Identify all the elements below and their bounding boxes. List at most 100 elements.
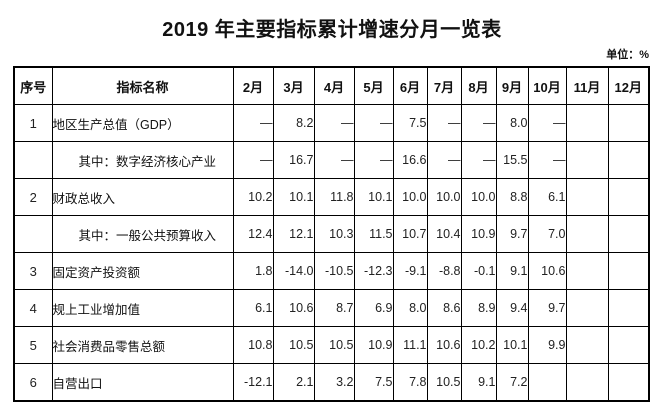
- value-cell: 8.8: [495, 178, 529, 216]
- header-cell-month: 3月: [272, 66, 315, 105]
- value-cell: [607, 289, 650, 327]
- table-row: 5 社会消费品零售总额 10.8 10.5 10.5 10.9 11.1 10.…: [13, 326, 650, 364]
- value-cell: 12.4: [232, 215, 274, 253]
- value-cell: 10.9: [460, 215, 497, 253]
- value-cell: [565, 326, 609, 364]
- value-cell: 7.8: [392, 363, 428, 402]
- value-cell: 10.1: [353, 178, 394, 216]
- value-cell: 3.2: [313, 363, 355, 402]
- indicator-name-cell: 地区生产总值（GDP）: [51, 104, 234, 142]
- value-cell: [607, 363, 650, 402]
- value-cell: 9.7: [495, 215, 529, 253]
- value-cell: -14.0: [272, 252, 315, 290]
- value-cell: 8.2: [272, 104, 315, 142]
- value-cell: —: [460, 141, 497, 179]
- row-number-cell: 2: [13, 178, 53, 216]
- table-row: 1 地区生产总值（GDP） — 8.2 — — 7.5 — — 8.0 —: [13, 104, 650, 142]
- value-cell: -10.5: [313, 252, 355, 290]
- value-cell: 10.6: [426, 326, 462, 364]
- value-cell: 10.0: [426, 178, 462, 216]
- indicator-name-cell: 社会消费品零售总额: [51, 326, 234, 364]
- header-cell-month: 9月: [495, 66, 529, 105]
- value-cell: 8.6: [426, 289, 462, 327]
- value-cell: 8.0: [495, 104, 529, 142]
- value-cell: 10.3: [313, 215, 355, 253]
- value-cell: 16.6: [392, 141, 428, 179]
- value-cell: 6.9: [353, 289, 394, 327]
- value-cell: 10.8: [232, 326, 274, 364]
- indicator-name-cell: 其中：一般公共预算收入: [51, 215, 234, 253]
- value-cell: [607, 252, 650, 290]
- indicators-table: 序号 指标名称 2月 3月 4月 5月 6月 7月 8月 9月 10月 11月 …: [13, 66, 650, 402]
- value-cell: —: [232, 104, 274, 142]
- value-cell: —: [527, 104, 567, 142]
- indicator-name-cell: 自营出口: [51, 363, 234, 402]
- value-cell: [607, 178, 650, 216]
- value-cell: 10.5: [313, 326, 355, 364]
- row-number-cell: 4: [13, 289, 53, 327]
- header-cell-indicator: 指标名称: [51, 66, 234, 105]
- value-cell: 11.1: [392, 326, 428, 364]
- header-cell-month: 4月: [313, 66, 355, 105]
- header-cell-month: 5月: [353, 66, 394, 105]
- header-cell-month: 6月: [392, 66, 428, 105]
- value-cell: 10.0: [392, 178, 428, 216]
- header-cell-month: 12月: [607, 66, 650, 105]
- value-cell: —: [527, 141, 567, 179]
- page-title: 2019 年主要指标累计增速分月一览表: [162, 19, 502, 41]
- value-cell: -12.1: [232, 363, 274, 402]
- value-cell: 7.5: [353, 363, 394, 402]
- value-cell: 6.1: [527, 178, 567, 216]
- value-cell: [607, 104, 650, 142]
- value-cell: 9.1: [460, 363, 497, 402]
- value-cell: 7.5: [392, 104, 428, 142]
- value-cell: 12.1: [272, 215, 315, 253]
- value-cell: [565, 252, 609, 290]
- value-cell: [607, 215, 650, 253]
- table-row: 3 固定资产投资额 1.8 -14.0 -10.5 -12.3 -9.1 -8.…: [13, 252, 650, 290]
- value-cell: 10.9: [353, 326, 394, 364]
- value-cell: 2.1: [272, 363, 315, 402]
- value-cell: —: [460, 104, 497, 142]
- header-row: 序号 指标名称 2月 3月 4月 5月 6月 7月 8月 9月 10月 11月 …: [13, 66, 650, 105]
- value-cell: [565, 363, 609, 402]
- value-cell: 9.1: [495, 252, 529, 290]
- value-cell: [565, 104, 609, 142]
- value-cell: -9.1: [392, 252, 428, 290]
- value-cell: 15.5: [495, 141, 529, 179]
- value-cell: 8.0: [392, 289, 428, 327]
- value-cell: 10.5: [426, 363, 462, 402]
- value-cell: 6.1: [232, 289, 274, 327]
- value-cell: 9.7: [527, 289, 567, 327]
- value-cell: —: [353, 104, 394, 142]
- value-cell: —: [313, 104, 355, 142]
- value-cell: 10.2: [460, 326, 497, 364]
- value-cell: —: [232, 141, 274, 179]
- value-cell: 10.0: [460, 178, 497, 216]
- value-cell: [607, 141, 650, 179]
- value-cell: -0.1: [460, 252, 497, 290]
- value-cell: 1.8: [232, 252, 274, 290]
- header-cell-month: 11月: [565, 66, 609, 105]
- value-cell: 10.2: [232, 178, 274, 216]
- value-cell: 8.9: [460, 289, 497, 327]
- value-cell: [527, 363, 567, 402]
- row-number-cell: 6: [13, 363, 53, 402]
- header-cell-month: 10月: [527, 66, 567, 105]
- indicator-name-cell: 固定资产投资额: [51, 252, 234, 290]
- value-cell: 8.7: [313, 289, 355, 327]
- value-cell: [565, 141, 609, 179]
- value-cell: 9.9: [527, 326, 567, 364]
- value-cell: 10.7: [392, 215, 428, 253]
- value-cell: 11.8: [313, 178, 355, 216]
- indicator-name-cell: 规上工业增加值: [51, 289, 234, 327]
- header-cell-month: 8月: [460, 66, 497, 105]
- value-cell: 9.4: [495, 289, 529, 327]
- header-cell-no: 序号: [13, 66, 53, 105]
- value-cell: -12.3: [353, 252, 394, 290]
- value-cell: 10.5: [272, 326, 315, 364]
- row-number-cell: [13, 215, 53, 253]
- row-number-cell: 1: [13, 104, 53, 142]
- table-row: 4 规上工业增加值 6.1 10.6 8.7 6.9 8.0 8.6 8.9 9…: [13, 289, 650, 327]
